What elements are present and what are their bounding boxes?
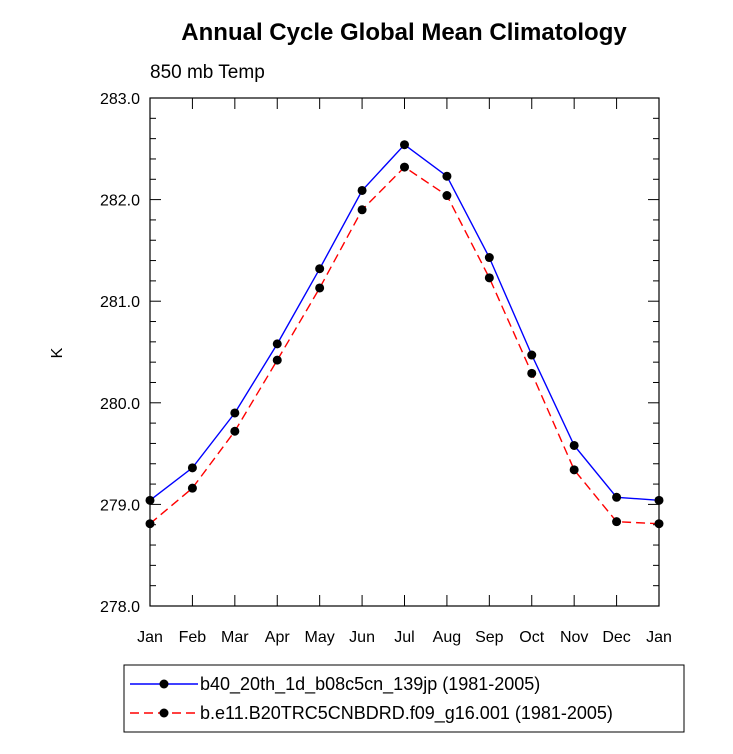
data-point-series-1 — [527, 350, 537, 360]
plot-frame — [149, 97, 660, 607]
data-point-series-2 — [484, 273, 494, 283]
legend-marker-series-2 — [159, 708, 169, 718]
x-tick-label: Nov — [560, 629, 588, 646]
data-point-series-2 — [272, 355, 282, 365]
data-point-series-2 — [357, 205, 367, 215]
legend-box — [123, 664, 685, 733]
data-point-series-1 — [145, 495, 155, 505]
data-point-series-2 — [400, 162, 409, 172]
x-tick-label: Aug — [433, 629, 461, 646]
data-point-series-1 — [612, 492, 622, 502]
series-line-1 — [149, 143, 660, 501]
legend-label-series-1: b40_20th_1d_b08c5cn_139jp (1981-2005) — [200, 674, 540, 695]
data-point-series-2 — [569, 465, 579, 475]
data-point-series-2 — [654, 519, 664, 529]
data-point-series-2 — [230, 426, 240, 436]
data-point-series-2 — [442, 191, 452, 201]
data-point-series-1 — [442, 171, 452, 181]
x-tick-label: Jan — [646, 629, 672, 646]
data-point-series-1 — [400, 140, 409, 150]
data-point-series-1 — [654, 495, 664, 505]
legend-label-series-2: b.e11.B20TRC5CNBDRD.f09_g16.001 (1981-20… — [200, 703, 613, 724]
x-tick-label: Oct — [519, 629, 544, 646]
data-point-series-2 — [527, 368, 537, 378]
data-point-series-2 — [612, 517, 622, 527]
data-point-series-1 — [357, 185, 367, 195]
y-tick-label: 278.0 — [100, 599, 140, 616]
data-point-series-2 — [315, 283, 325, 293]
data-point-series-1 — [272, 339, 282, 349]
x-tick-label: Apr — [265, 629, 291, 646]
data-point-series-1 — [315, 264, 325, 274]
y-tick-label: 279.0 — [100, 497, 140, 514]
x-tick-label: Jun — [349, 629, 375, 646]
y-tick-label: 281.0 — [100, 294, 140, 311]
x-tick-label: Dec — [602, 629, 630, 646]
x-tick-label: Feb — [179, 629, 207, 646]
data-point-series-1 — [187, 463, 197, 473]
data-point-series-2 — [187, 483, 197, 493]
x-tick-label: Sep — [475, 629, 504, 646]
x-tick-label: May — [305, 629, 335, 646]
y-tick-label: 282.0 — [100, 193, 140, 210]
data-point-series-1 — [569, 440, 579, 450]
series-line-2 — [149, 166, 660, 525]
y-axis-label: K — [49, 347, 66, 358]
x-tick-label: Jul — [394, 629, 414, 646]
y-tick-label: 280.0 — [100, 396, 140, 413]
chart-subtitle: 850 mb Temp — [150, 62, 265, 83]
chart-title: Annual Cycle Global Mean Climatology — [181, 19, 627, 46]
legend: b40_20th_1d_b08c5cn_139jp (1981-2005) b.… — [123, 664, 685, 733]
x-tick-label: Jan — [137, 629, 163, 646]
data-point-series-1 — [230, 408, 240, 418]
data-point-series-1 — [484, 253, 494, 263]
legend-marker-series-1 — [159, 679, 169, 689]
y-tick-label: 283.0 — [100, 91, 140, 108]
plot-area: 278.0 279.0 280.0 281.0 282.0 283.0 Jan Feb Mar A… — [100, 91, 672, 646]
data-point-series-2 — [145, 519, 155, 529]
x-tick-label: Mar — [221, 629, 249, 646]
